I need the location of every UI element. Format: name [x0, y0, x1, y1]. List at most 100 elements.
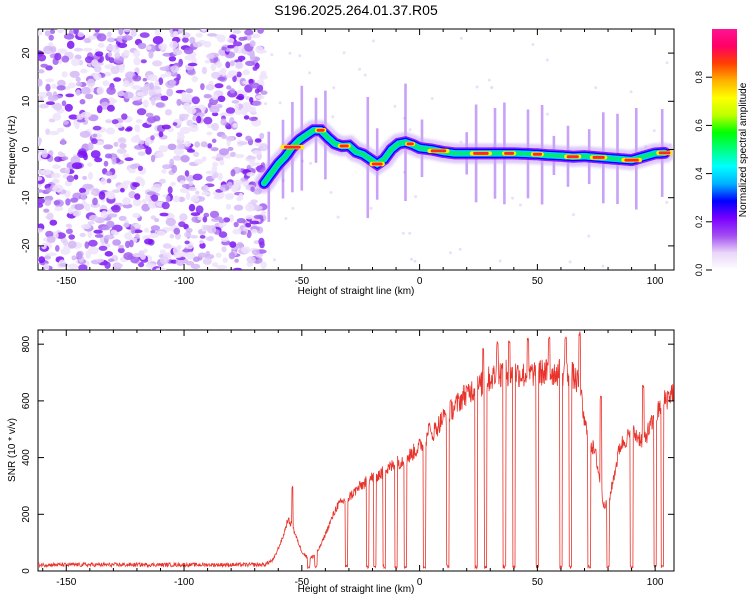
noise-blob: [233, 41, 243, 47]
noise-blob: [156, 230, 166, 236]
noise-dot: [413, 259, 417, 263]
noise-blob: [187, 149, 195, 153]
noise-blob: [65, 198, 71, 206]
noise-blob: [182, 37, 189, 43]
noise-blob: [186, 251, 195, 260]
noise-blob: [158, 43, 168, 51]
noise-blob: [70, 197, 79, 203]
noise-blob: [103, 144, 114, 150]
noise-blob: [179, 187, 190, 194]
noise-blob: [65, 228, 73, 234]
noise-blob: [170, 65, 180, 73]
noise-blob: [128, 191, 136, 199]
colorbar-gradient: [712, 29, 737, 270]
noise-blob: [218, 218, 225, 224]
noise-blob: [140, 178, 146, 187]
noise-blob: [188, 181, 194, 187]
noise-blob: [151, 194, 159, 202]
noise-blob: [117, 42, 128, 49]
noise-blob: [88, 246, 99, 255]
noise-blob: [71, 162, 83, 170]
noise-blob: [200, 141, 208, 148]
noise-blob: [44, 255, 52, 260]
noise-blob: [261, 210, 267, 216]
noise-blob: [40, 63, 48, 68]
noise-blob: [173, 30, 179, 38]
noise-blob: [200, 83, 205, 91]
noise-blob: [107, 51, 113, 58]
noise-blob: [171, 164, 178, 174]
noise-blob: [74, 203, 84, 210]
noise-blob: [162, 164, 172, 170]
noise-blob: [43, 263, 50, 270]
noise-dot: [665, 61, 669, 65]
noise-blob: [57, 48, 68, 54]
noise-blob: [151, 97, 156, 106]
spectrogram-ylabel: Frequency (Hz): [7, 116, 18, 185]
noise-blob: [179, 180, 186, 185]
noise-blob: [225, 203, 232, 210]
snr-series: [38, 331, 674, 570]
noise-blob: [231, 100, 240, 104]
ridge-core-red: [284, 145, 301, 149]
noise-blob: [180, 155, 190, 163]
noise-blob: [232, 123, 238, 128]
noise-blob: [85, 93, 94, 100]
noise-blob: [105, 127, 115, 135]
noise-blob: [250, 186, 255, 192]
noise-blob: [199, 240, 204, 244]
noise-blob: [116, 148, 127, 155]
noise-blob: [80, 192, 87, 201]
noise-blob: [165, 217, 176, 227]
noise-blob: [161, 124, 171, 130]
noise-blob: [153, 183, 162, 188]
noise-blob: [221, 46, 227, 51]
noise-blob: [229, 241, 237, 248]
y-tick-label: 0: [21, 146, 32, 152]
noise-blob: [166, 88, 174, 97]
noise-blob: [122, 35, 133, 41]
noise-blob: [229, 60, 235, 67]
x-tick-label: -100: [174, 276, 194, 287]
noise-blob: [73, 47, 83, 52]
noise-blob: [240, 230, 247, 235]
noise-blob: [234, 103, 239, 111]
noise-blob: [172, 122, 178, 126]
noise-blob: [194, 159, 204, 165]
noise-blob: [165, 195, 171, 203]
noise-blob: [225, 135, 235, 142]
noise-blob: [218, 148, 230, 156]
spectrogram-noise: [38, 29, 672, 270]
noise-blob: [211, 112, 219, 117]
noise-blob: [236, 71, 242, 78]
noise-blob: [137, 151, 146, 157]
noise-blob: [98, 191, 106, 200]
noise-blob: [80, 111, 92, 119]
noise-blob: [38, 203, 44, 208]
noise-blob: [38, 54, 47, 62]
noise-blob: [237, 141, 248, 146]
noise-blob: [91, 59, 99, 67]
noise-blob: [61, 55, 70, 63]
snr-line: [38, 331, 674, 570]
noise-blob: [159, 212, 169, 217]
noise-blob: [104, 234, 115, 240]
noise-blob: [221, 69, 227, 77]
noise-blob: [225, 107, 236, 114]
noise-blob: [223, 217, 231, 223]
noise-blob: [84, 203, 91, 212]
noise-blob: [117, 90, 125, 97]
noise-dot: [408, 128, 412, 132]
noise-blob: [65, 223, 72, 228]
noise-blob: [249, 40, 256, 47]
noise-blob: [45, 101, 55, 105]
noise-blob: [67, 207, 74, 215]
noise-blob: [150, 229, 156, 234]
noise-blob: [203, 41, 212, 48]
noise-blob: [184, 240, 190, 245]
x-tick-label: 100: [647, 577, 664, 588]
noise-blob: [108, 97, 115, 102]
noise-blob: [185, 192, 191, 200]
noise-dot: [278, 101, 282, 105]
snr-ylabel: SNR (10 * v/v): [7, 418, 18, 482]
